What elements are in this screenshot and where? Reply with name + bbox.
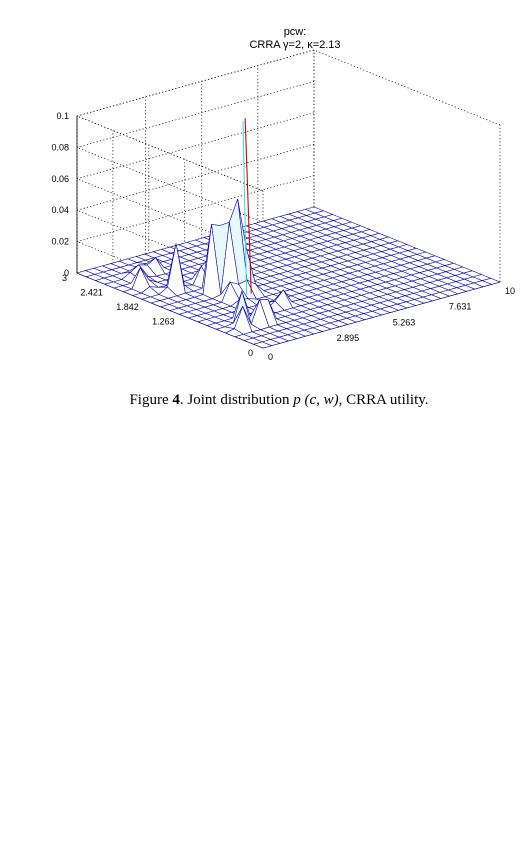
caption-formula: p (c, w) bbox=[293, 392, 339, 408]
y-tick-label: 3 bbox=[62, 273, 67, 283]
surface-plot: 02.8955.2637.6311001.2631.8422.421300.02… bbox=[51, 49, 515, 362]
caption-figure-number: 4 bbox=[172, 392, 180, 408]
x-tick-label: 7.631 bbox=[449, 302, 472, 312]
z-gridline bbox=[76, 115, 264, 192]
figure-caption: Figure 4. Joint distribution p (c, w), C… bbox=[0, 392, 529, 409]
z-tick-label: 0.06 bbox=[51, 174, 69, 184]
x-tick-label: 0 bbox=[268, 352, 273, 362]
z-gridline bbox=[76, 175, 315, 242]
caption-suffix: , CRRA utility. bbox=[338, 392, 429, 408]
y-tick-label: 0 bbox=[248, 348, 253, 358]
z-gridline bbox=[76, 178, 264, 255]
axis-ticks: 02.8955.2637.6311001.2631.8422.421300.02… bbox=[51, 111, 515, 362]
z-gridline bbox=[76, 143, 315, 211]
x-tick-label: 5.263 bbox=[393, 317, 416, 327]
box-edge bbox=[313, 49, 501, 126]
caption-text: . Joint distribution bbox=[179, 392, 294, 408]
peak-accent-line bbox=[244, 118, 252, 294]
z-tick-label: 0 bbox=[64, 268, 69, 278]
z-gridline bbox=[76, 209, 264, 286]
z-gridline bbox=[76, 81, 315, 148]
z-gridline bbox=[76, 112, 315, 180]
surface-mesh bbox=[76, 118, 501, 349]
plot-title-line-2: CRRA γ=2, κ=2.13 bbox=[249, 39, 341, 51]
x-tick-label: 2.895 bbox=[337, 333, 360, 343]
y-tick-label: 1.842 bbox=[116, 302, 139, 312]
plot-title-line-1: pcw: bbox=[283, 26, 307, 38]
z-tick-label: 0.1 bbox=[56, 111, 69, 121]
z-tick-label: 0.02 bbox=[51, 237, 69, 247]
peak-accent-line bbox=[242, 120, 248, 295]
z-gridline bbox=[76, 49, 315, 117]
z-gridline bbox=[76, 241, 264, 317]
caption-prefix: Figure bbox=[129, 392, 169, 408]
figure: pcw: CRRA γ=2, κ=2.13 0 2.895 5.263 7.631 10… bbox=[0, 0, 529, 380]
z-gridline bbox=[76, 147, 264, 223]
z-tick-label: 0.04 bbox=[51, 205, 69, 215]
y-tick-label: 2.421 bbox=[80, 288, 103, 298]
surface-facet bbox=[252, 341, 273, 349]
y-tick-label: 1.263 bbox=[152, 316, 175, 326]
x-tick-label: 10 bbox=[505, 286, 515, 296]
z-tick-label: 0.08 bbox=[51, 142, 69, 152]
